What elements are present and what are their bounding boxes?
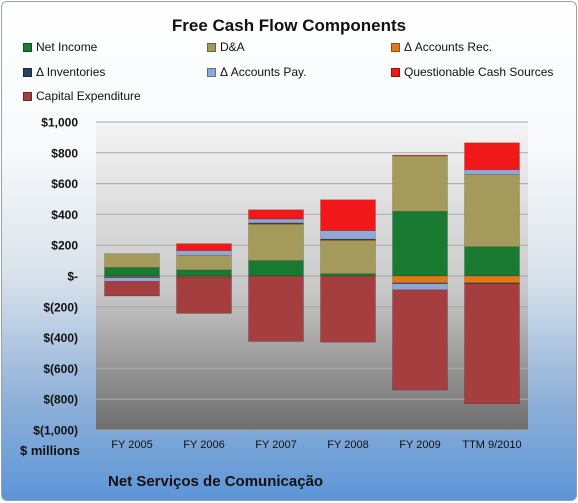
bar-segment	[104, 276, 160, 278]
bar-segment	[104, 253, 160, 268]
legend-label-accounts-rec: Δ Accounts Rec.	[404, 40, 493, 54]
legend-item-accounts-rec: Δ Accounts Rec.	[391, 40, 492, 54]
bar-segment	[176, 250, 232, 256]
legend-swatch-accounts-rec	[391, 42, 400, 52]
legend-item-da: D&A	[207, 40, 245, 54]
bar-segment	[104, 281, 160, 297]
y-tick-label: $400	[51, 208, 78, 222]
legend-item-accounts-pay: Δ Accounts Pay.	[207, 65, 307, 79]
company-name: Net Serviços de Comunicação	[108, 473, 324, 490]
y-tick-label: $-	[67, 270, 78, 284]
bar-segment	[176, 269, 232, 277]
bar-segment	[392, 289, 448, 391]
legend-item-capital-expenditure: Capital Expenditure	[23, 89, 141, 103]
bar-segment	[248, 218, 304, 224]
bar-segment	[320, 199, 376, 231]
bar-segment	[392, 155, 448, 212]
legend-item-inventories: Δ Inventories	[23, 65, 105, 79]
bar-segment	[464, 275, 520, 284]
bars	[104, 142, 520, 405]
x-tick-label: FY 2007	[255, 439, 296, 451]
legend-label-da: D&A	[220, 40, 245, 54]
bar-segment	[320, 240, 376, 274]
bar-segment	[464, 142, 520, 171]
bar-segment	[392, 283, 448, 291]
y-axis-ticks: $1,000 $800 $600 $400 $200 $- $(200) $(400) $(60…	[33, 116, 78, 438]
legend-label-questionable-cash: Questionable Cash Sources	[404, 65, 554, 79]
y-tick-label: $(200)	[43, 300, 78, 314]
bar-segment	[104, 267, 160, 277]
legend-swatch-net-income	[23, 42, 32, 52]
x-tick-label: FY 2005	[111, 439, 152, 451]
units-label: $ millions	[20, 443, 80, 458]
bar-segment	[464, 174, 520, 248]
bar-segment	[392, 275, 448, 284]
bar-segment	[392, 282, 448, 284]
bar-segment	[392, 154, 448, 157]
x-tick-label: FY 2008	[327, 439, 368, 451]
y-tick-label: $(800)	[43, 393, 78, 407]
x-tick-label: TTM 9/2010	[462, 439, 521, 451]
bar-segment	[248, 260, 304, 277]
y-tick-label: $(1,000)	[33, 424, 78, 438]
legend-item-net-income: Net Income	[23, 40, 97, 54]
gridlines	[96, 121, 528, 431]
legend-item-questionable-cash: Questionable Cash Sources	[391, 65, 553, 79]
y-tick-label: $(400)	[43, 331, 78, 345]
legend-label-net-income: Net Income	[36, 40, 98, 54]
bar-segment	[248, 209, 304, 220]
bar-segment	[104, 277, 160, 282]
x-tick-label: FY 2009	[399, 439, 440, 451]
bar-segment	[464, 169, 520, 175]
chart-title: Free Cash Flow Components	[171, 16, 407, 35]
legend-label-accounts-pay: Δ Accounts Pay.	[220, 65, 307, 79]
y-tick-label: $1,000	[41, 116, 78, 130]
y-tick-label: $600	[51, 177, 78, 191]
legend-swatch-capital-expenditure	[23, 91, 32, 101]
bar-segment	[248, 224, 304, 261]
legend-swatch-accounts-pay	[207, 67, 216, 77]
bar-segment	[320, 230, 376, 240]
bar-segment	[320, 275, 376, 343]
bar-segment	[464, 246, 520, 277]
bar-segment	[248, 275, 304, 342]
bar-segment	[176, 243, 232, 251]
legend-swatch-inventories	[23, 67, 32, 77]
legend-swatch-questionable-cash	[391, 67, 400, 77]
x-axis-ticks: FY 2005 FY 2006 FY 2007 FY 2008 FY 2009 TTM 9…	[111, 439, 521, 451]
bar-segment	[392, 211, 448, 277]
bar-segment	[176, 276, 232, 314]
legend-label-capital-expenditure: Capital Expenditure	[36, 89, 141, 103]
bar-segment	[320, 273, 376, 277]
x-tick-label: FY 2006	[183, 439, 224, 451]
bar-segment	[176, 254, 232, 271]
y-tick-label: $200	[51, 239, 78, 253]
legend-label-inventories: Δ Inventories	[36, 65, 106, 79]
y-tick-label: $800	[51, 146, 78, 160]
y-tick-label: $(600)	[43, 362, 78, 376]
legend-swatch-da	[207, 42, 216, 52]
bar-segment	[464, 282, 520, 284]
bar-segment	[464, 283, 520, 405]
